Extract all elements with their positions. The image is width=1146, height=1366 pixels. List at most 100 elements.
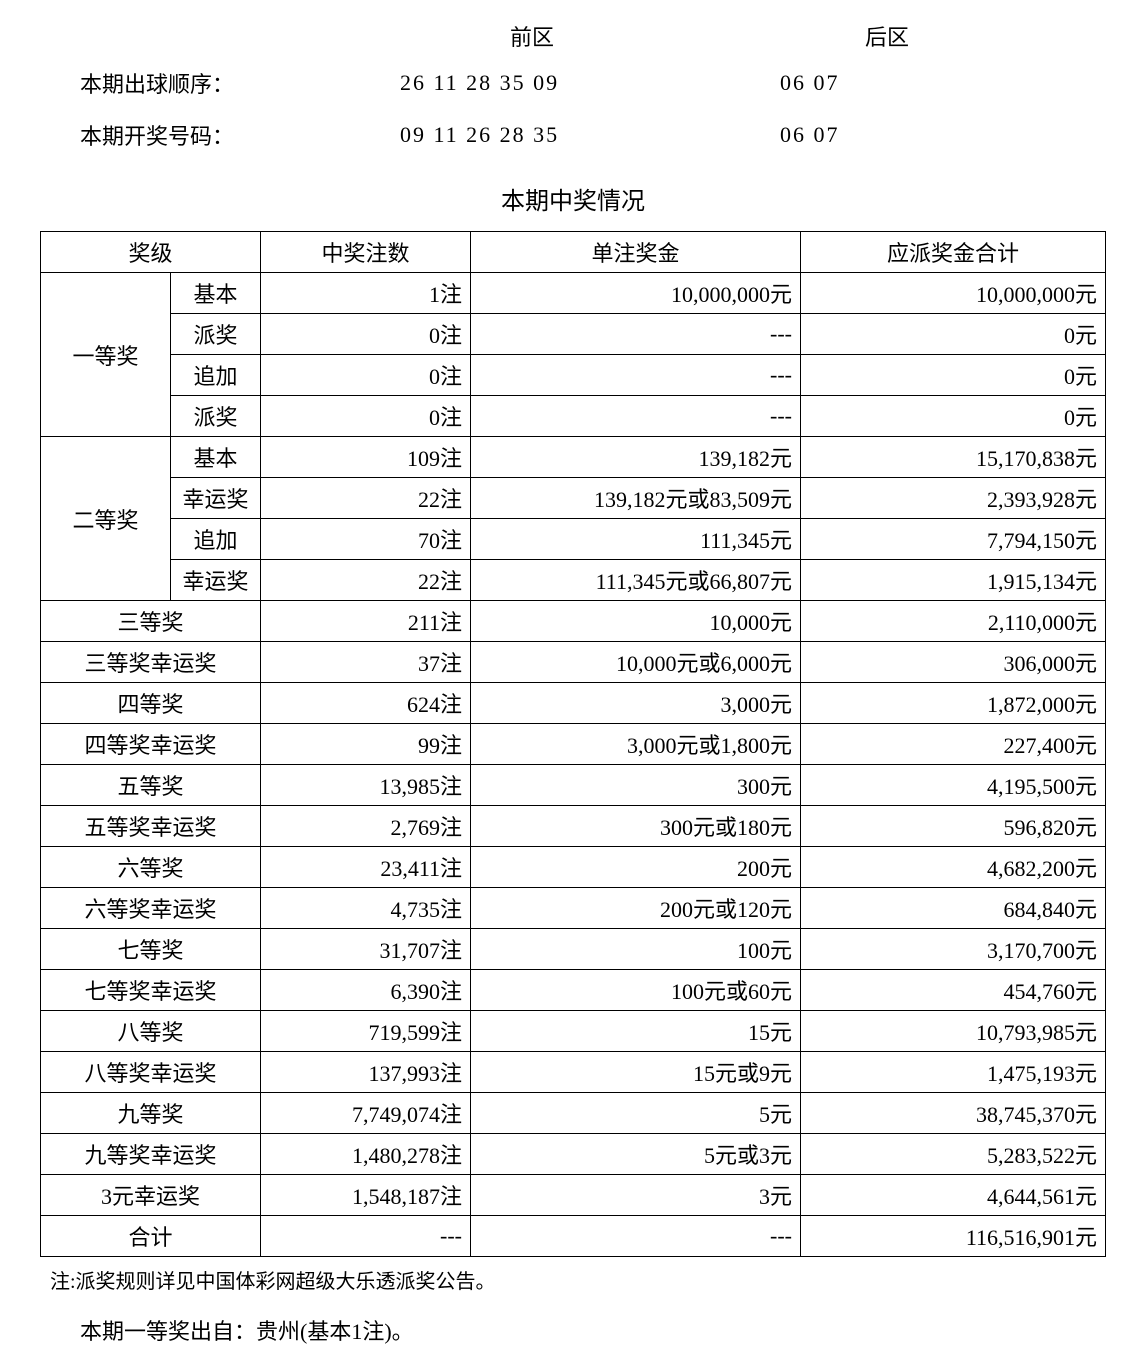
unit-prize: 300元或180元 (471, 806, 801, 847)
total-prize: 38,745,370元 (801, 1093, 1106, 1134)
header-count: 中奖注数 (261, 232, 471, 273)
table-row: 四等奖幸运奖99注3,000元或1,800元227,400元 (41, 724, 1106, 765)
winning-count: --- (261, 1216, 471, 1257)
winning-count: 70注 (261, 519, 471, 560)
unit-prize: --- (471, 355, 801, 396)
table-row: 七等奖幸运奖6,390注100元或60元454,760元 (41, 970, 1106, 1011)
winning-count: 2,769注 (261, 806, 471, 847)
winning-count: 0注 (261, 396, 471, 437)
unit-prize: 15元 (471, 1011, 801, 1052)
table-row: 六等奖23,411注200元4,682,200元 (41, 847, 1106, 888)
total-prize: 0元 (801, 355, 1106, 396)
table-row: 追加0注---0元 (41, 355, 1106, 396)
header-zone-labels: 前区 后区 (40, 20, 1106, 52)
prize-level: 八等奖 (41, 1011, 261, 1052)
prize-level: 七等奖幸运奖 (41, 970, 261, 1011)
winning-count: 23,411注 (261, 847, 471, 888)
unit-prize: 200元 (471, 847, 801, 888)
unit-prize: 3元 (471, 1175, 801, 1216)
winning-back: 06 07 (780, 122, 1060, 148)
prize-level-main: 二等奖 (41, 437, 171, 601)
winning-count: 31,707注 (261, 929, 471, 970)
winning-count: 6,390注 (261, 970, 471, 1011)
unit-prize: --- (471, 314, 801, 355)
unit-prize: 5元或3元 (471, 1134, 801, 1175)
header-level: 奖级 (41, 232, 261, 273)
table-row: 八等奖幸运奖137,993注15元或9元1,475,193元 (41, 1052, 1106, 1093)
prize-level-sub: 追加 (171, 519, 261, 560)
winning-count: 137,993注 (261, 1052, 471, 1093)
prize-level-sub: 基本 (171, 437, 261, 478)
table-row: 追加70注111,345元7,794,150元 (41, 519, 1106, 560)
total-prize: 227,400元 (801, 724, 1106, 765)
total-prize: 596,820元 (801, 806, 1106, 847)
unit-prize: 111,345元或66,807元 (471, 560, 801, 601)
table-row: 七等奖31,707注100元3,170,700元 (41, 929, 1106, 970)
unit-prize: 10,000元或6,000元 (471, 642, 801, 683)
prize-level: 合计 (41, 1216, 261, 1257)
total-prize: 1,872,000元 (801, 683, 1106, 724)
prize-level: 九等奖 (41, 1093, 261, 1134)
table-row: 派奖0注---0元 (41, 314, 1106, 355)
table-row: 幸运奖22注139,182元或83,509元2,393,928元 (41, 478, 1106, 519)
table-row: 三等奖幸运奖37注10,000元或6,000元306,000元 (41, 642, 1106, 683)
winning-numbers-row: 本期开奖号码： 09 11 26 28 35 06 07 (40, 119, 1106, 151)
draw-order-label: 本期出球顺序： (40, 67, 400, 99)
winning-count: 624注 (261, 683, 471, 724)
winning-count: 1,548,187注 (261, 1175, 471, 1216)
total-prize: 0元 (801, 396, 1106, 437)
winning-count: 7,749,074注 (261, 1093, 471, 1134)
winning-count: 719,599注 (261, 1011, 471, 1052)
draw-order-row: 本期出球顺序： 26 11 28 35 09 06 07 (40, 67, 1106, 99)
winning-label: 本期开奖号码： (40, 119, 400, 151)
winning-count: 0注 (261, 355, 471, 396)
winning-count: 22注 (261, 478, 471, 519)
unit-prize: 15元或9元 (471, 1052, 801, 1093)
total-prize: 116,516,901元 (801, 1216, 1106, 1257)
total-prize: 5,283,522元 (801, 1134, 1106, 1175)
total-prize: 4,682,200元 (801, 847, 1106, 888)
total-prize: 306,000元 (801, 642, 1106, 683)
draw-order-back: 06 07 (780, 70, 1060, 96)
header-total: 应派奖金合计 (801, 232, 1106, 273)
table-row: 幸运奖22注111,345元或66,807元1,915,134元 (41, 560, 1106, 601)
prize-level-main: 一等奖 (41, 273, 171, 437)
unit-prize: 100元 (471, 929, 801, 970)
total-prize: 10,000,000元 (801, 273, 1106, 314)
table-row: 八等奖719,599注15元10,793,985元 (41, 1011, 1106, 1052)
winning-count: 22注 (261, 560, 471, 601)
winning-count: 211注 (261, 601, 471, 642)
total-prize: 2,110,000元 (801, 601, 1106, 642)
winning-count: 99注 (261, 724, 471, 765)
table-row: 二等奖基本109注139,182元15,170,838元 (41, 437, 1106, 478)
unit-prize: 5元 (471, 1093, 801, 1134)
total-prize: 15,170,838元 (801, 437, 1106, 478)
unit-prize: 10,000元 (471, 601, 801, 642)
unit-prize: 139,182元 (471, 437, 801, 478)
prize-level: 三等奖 (41, 601, 261, 642)
unit-prize: --- (471, 396, 801, 437)
prize-level: 八等奖幸运奖 (41, 1052, 261, 1093)
unit-prize: 3,000元 (471, 683, 801, 724)
prize-level-sub: 追加 (171, 355, 261, 396)
total-prize: 4,195,500元 (801, 765, 1106, 806)
total-prize: 7,794,150元 (801, 519, 1106, 560)
total-prize: 454,760元 (801, 970, 1106, 1011)
prize-level: 六等奖幸运奖 (41, 888, 261, 929)
unit-prize: 100元或60元 (471, 970, 801, 1011)
prize-level: 九等奖幸运奖 (41, 1134, 261, 1175)
total-prize: 2,393,928元 (801, 478, 1106, 519)
footer-location: 本期一等奖出自：贵州(基本1注)。 (40, 1314, 1106, 1346)
prize-level: 七等奖 (41, 929, 261, 970)
unit-prize: 3,000元或1,800元 (471, 724, 801, 765)
table-row: 六等奖幸运奖4,735注200元或120元684,840元 (41, 888, 1106, 929)
unit-prize: 300元 (471, 765, 801, 806)
prize-level-sub: 幸运奖 (171, 560, 261, 601)
unit-prize: 10,000,000元 (471, 273, 801, 314)
table-row: 派奖0注---0元 (41, 396, 1106, 437)
prize-level: 四等奖幸运奖 (41, 724, 261, 765)
prize-level: 五等奖 (41, 765, 261, 806)
prize-level-sub: 派奖 (171, 314, 261, 355)
total-prize: 10,793,985元 (801, 1011, 1106, 1052)
section-title: 本期中奖情况 (40, 181, 1106, 216)
